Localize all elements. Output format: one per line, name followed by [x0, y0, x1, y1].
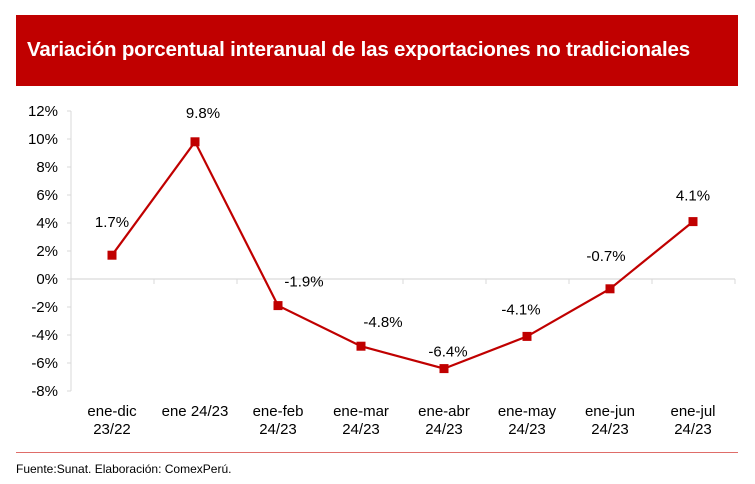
data-label: -1.9%	[284, 274, 323, 291]
data-label: 9.8%	[186, 105, 220, 122]
data-point	[605, 284, 615, 294]
data-point	[107, 250, 117, 260]
y-tick-label: 10%	[28, 131, 58, 148]
data-point	[439, 364, 449, 374]
title-bar: Variación porcentual interanual de las e…	[16, 15, 738, 86]
chart-title: Variación porcentual interanual de las e…	[27, 38, 690, 61]
x-tick-label: ene 24/23	[162, 403, 229, 420]
y-tick-label: 0%	[36, 271, 58, 288]
y-tick-label: -6%	[31, 355, 58, 372]
data-point	[190, 137, 200, 147]
data-label: -4.8%	[363, 314, 402, 331]
data-label: 4.1%	[676, 188, 710, 205]
x-tick-label: ene-abr 24/23	[418, 403, 470, 438]
x-tick-label: ene-dic 23/22	[87, 403, 137, 438]
y-tick-label: 2%	[36, 243, 58, 260]
y-tick-label: 4%	[36, 215, 58, 232]
x-tick-label: ene-feb 24/23	[253, 403, 304, 438]
x-tick-label: ene-mar 24/23	[333, 403, 389, 438]
data-label: 1.7%	[95, 214, 129, 231]
data-point	[356, 341, 366, 351]
y-tick-label: -8%	[31, 383, 58, 400]
y-tick-label: 8%	[36, 159, 58, 176]
data-point	[273, 301, 283, 311]
data-point	[522, 331, 532, 341]
data-label: -4.1%	[501, 301, 540, 318]
data-label: -6.4%	[428, 344, 467, 361]
y-tick-label: -4%	[31, 327, 58, 344]
x-tick-label: ene-jul 24/23	[670, 403, 715, 438]
x-tick-label: ene-jun 24/23	[585, 403, 635, 438]
y-tick-label: 6%	[36, 187, 58, 204]
y-tick-label: 12%	[28, 103, 58, 120]
source-note: Fuente:Sunat. Elaboración: ComexPerú.	[16, 462, 232, 476]
footer-divider	[16, 452, 738, 453]
data-label: -0.7%	[586, 248, 625, 265]
series-line	[111, 139, 694, 370]
data-point	[688, 217, 698, 227]
x-tick-label: ene-may 24/23	[498, 403, 557, 438]
y-tick-label: -2%	[31, 299, 58, 316]
